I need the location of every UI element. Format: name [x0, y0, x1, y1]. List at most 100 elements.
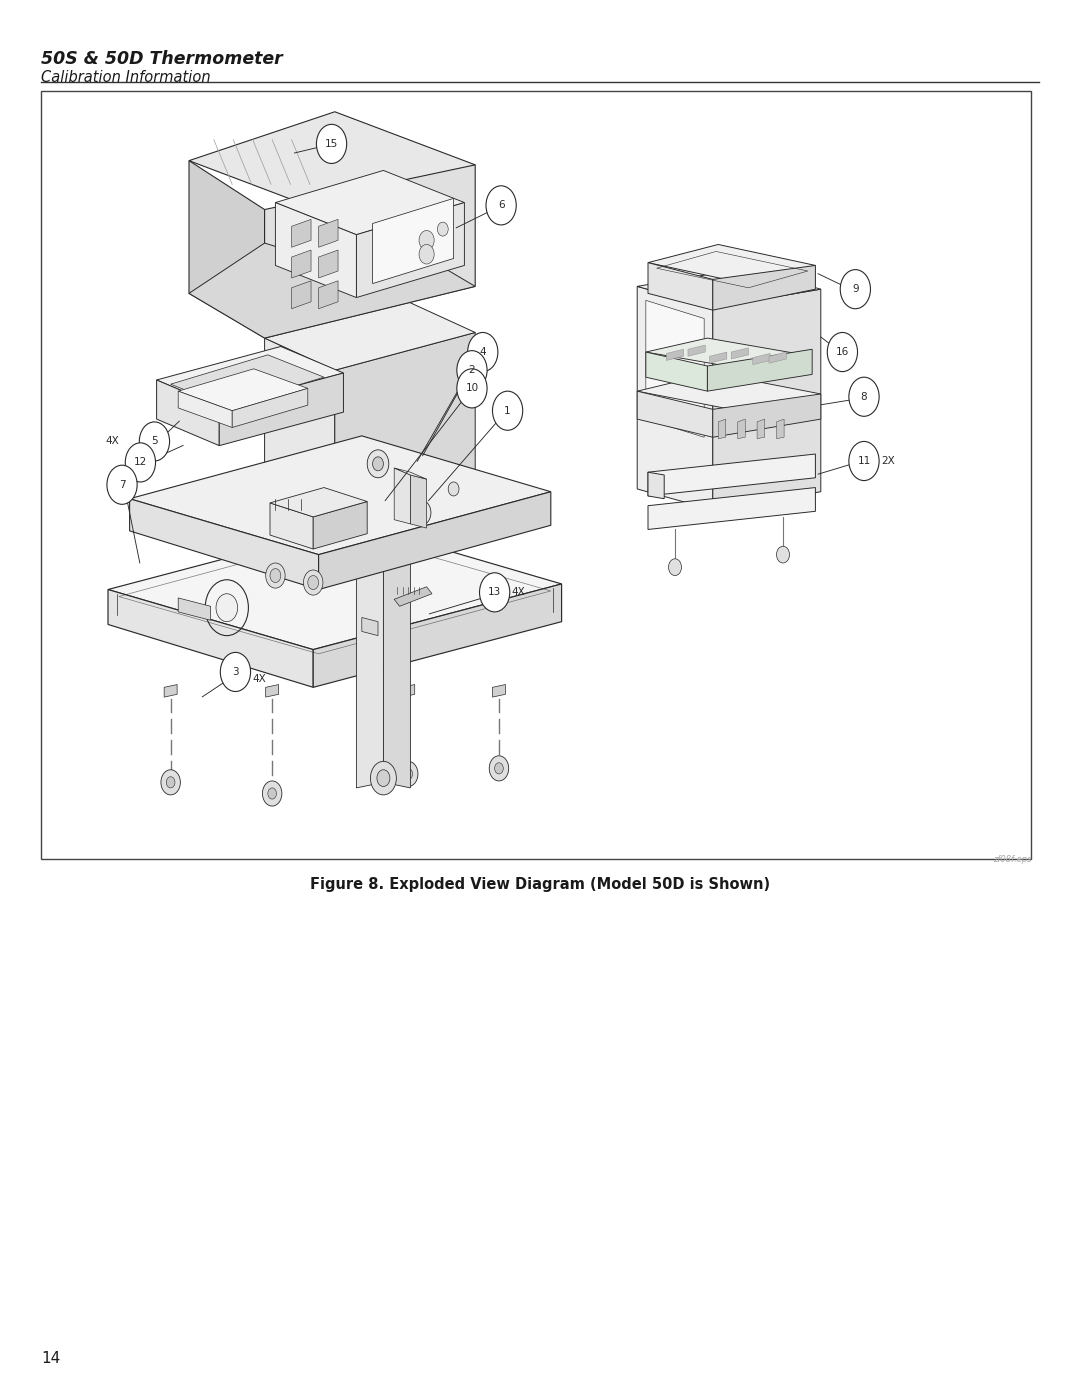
- Polygon shape: [637, 373, 821, 412]
- Polygon shape: [646, 352, 707, 391]
- Circle shape: [161, 770, 180, 795]
- Circle shape: [448, 482, 459, 496]
- Text: 12: 12: [134, 457, 147, 468]
- Polygon shape: [356, 203, 464, 298]
- Polygon shape: [373, 198, 454, 284]
- Circle shape: [107, 465, 137, 504]
- Circle shape: [373, 457, 383, 471]
- Polygon shape: [219, 373, 343, 446]
- Polygon shape: [189, 112, 475, 214]
- Polygon shape: [394, 468, 410, 524]
- Polygon shape: [130, 436, 551, 555]
- Text: 10: 10: [465, 383, 478, 394]
- Circle shape: [486, 186, 516, 225]
- Polygon shape: [707, 349, 812, 391]
- Polygon shape: [313, 584, 562, 687]
- Circle shape: [411, 500, 431, 525]
- Polygon shape: [171, 355, 324, 407]
- Polygon shape: [189, 242, 475, 338]
- Polygon shape: [648, 244, 815, 284]
- Bar: [41, 91, 1031, 859]
- Polygon shape: [637, 268, 821, 307]
- Circle shape: [777, 546, 789, 563]
- Circle shape: [419, 244, 434, 264]
- Polygon shape: [492, 685, 505, 697]
- Circle shape: [827, 332, 858, 372]
- Circle shape: [370, 761, 396, 795]
- Circle shape: [377, 770, 390, 787]
- Polygon shape: [713, 265, 815, 310]
- Text: 16: 16: [836, 346, 849, 358]
- Polygon shape: [666, 349, 684, 360]
- Polygon shape: [319, 281, 338, 309]
- Polygon shape: [648, 472, 664, 499]
- Polygon shape: [394, 587, 432, 606]
- Polygon shape: [648, 263, 713, 310]
- Circle shape: [492, 391, 523, 430]
- Circle shape: [404, 768, 413, 780]
- Polygon shape: [275, 170, 464, 235]
- Polygon shape: [178, 598, 211, 620]
- Polygon shape: [270, 503, 313, 549]
- Circle shape: [489, 756, 509, 781]
- Circle shape: [457, 369, 487, 408]
- Text: 7: 7: [119, 479, 125, 490]
- Polygon shape: [713, 394, 821, 437]
- Polygon shape: [265, 165, 475, 338]
- Polygon shape: [292, 250, 311, 278]
- Polygon shape: [335, 332, 475, 559]
- Text: 50S & 50D Thermometer: 50S & 50D Thermometer: [41, 50, 283, 68]
- Text: 14: 14: [41, 1351, 60, 1366]
- Polygon shape: [108, 590, 313, 687]
- Circle shape: [125, 443, 156, 482]
- Circle shape: [849, 377, 879, 416]
- Polygon shape: [394, 468, 427, 479]
- Polygon shape: [178, 391, 232, 427]
- Polygon shape: [688, 345, 705, 356]
- Polygon shape: [189, 161, 265, 338]
- Polygon shape: [362, 617, 378, 636]
- Circle shape: [268, 788, 276, 799]
- Polygon shape: [753, 353, 770, 365]
- Polygon shape: [232, 388, 308, 427]
- Text: 4X: 4X: [106, 436, 120, 447]
- Text: 4: 4: [480, 346, 486, 358]
- Circle shape: [216, 594, 238, 622]
- Circle shape: [220, 652, 251, 692]
- Circle shape: [849, 441, 879, 481]
- Text: 5: 5: [151, 436, 158, 447]
- Polygon shape: [738, 419, 745, 439]
- Polygon shape: [410, 475, 427, 528]
- Circle shape: [303, 570, 323, 595]
- Polygon shape: [731, 348, 748, 359]
- Polygon shape: [319, 492, 551, 590]
- Circle shape: [480, 573, 510, 612]
- Polygon shape: [157, 346, 343, 407]
- Polygon shape: [402, 685, 415, 697]
- Circle shape: [316, 124, 347, 163]
- Text: 8: 8: [861, 391, 867, 402]
- Text: 4X: 4X: [512, 587, 526, 598]
- Polygon shape: [164, 685, 177, 697]
- Polygon shape: [713, 289, 821, 510]
- Polygon shape: [356, 525, 383, 788]
- Circle shape: [495, 763, 503, 774]
- Polygon shape: [266, 685, 279, 697]
- Circle shape: [166, 777, 175, 788]
- Polygon shape: [319, 219, 338, 247]
- Text: 2X: 2X: [881, 455, 895, 467]
- Polygon shape: [108, 524, 562, 650]
- Circle shape: [840, 270, 870, 309]
- Polygon shape: [648, 454, 815, 496]
- Circle shape: [468, 332, 498, 372]
- Circle shape: [437, 222, 448, 236]
- Circle shape: [308, 576, 319, 590]
- Polygon shape: [130, 499, 319, 590]
- Text: 1: 1: [504, 405, 511, 416]
- Polygon shape: [292, 281, 311, 309]
- Polygon shape: [646, 300, 704, 437]
- Polygon shape: [648, 488, 815, 529]
- Text: 15: 15: [325, 138, 338, 149]
- Polygon shape: [319, 250, 338, 278]
- Text: 2: 2: [469, 365, 475, 376]
